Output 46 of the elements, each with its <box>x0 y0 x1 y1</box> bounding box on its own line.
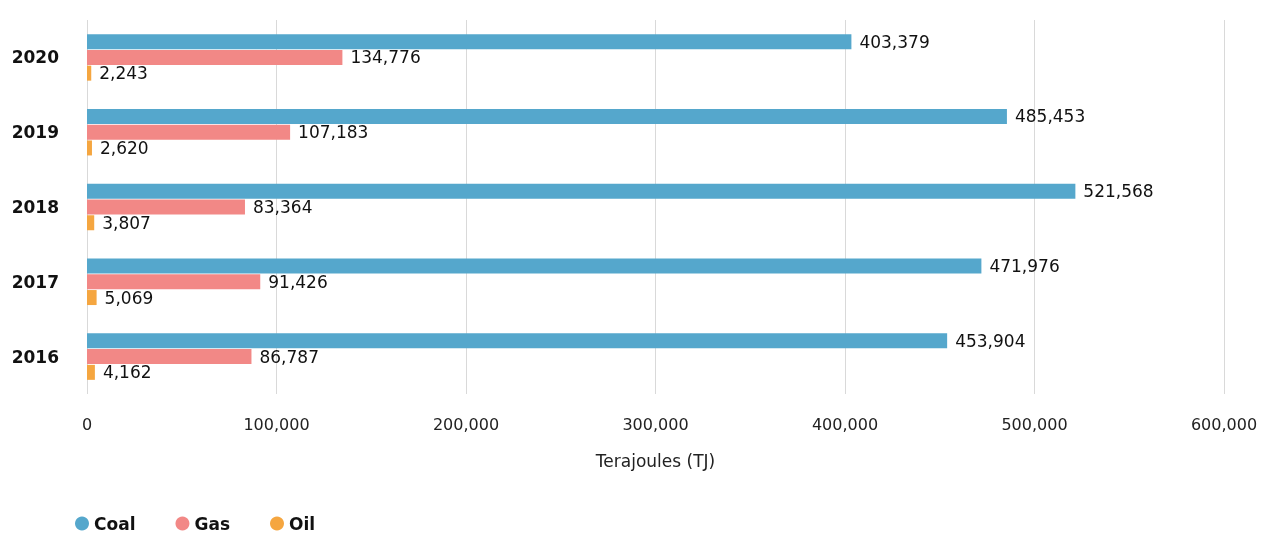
bar <box>87 65 92 81</box>
bar <box>87 215 95 231</box>
bar <box>87 364 95 380</box>
y-tick-label: 2020 <box>11 47 60 68</box>
y-tick-label: 2018 <box>11 197 59 217</box>
legend-label: Oil <box>289 513 316 534</box>
bar <box>87 140 92 156</box>
legend-label: Coal <box>94 513 136 534</box>
bar <box>87 199 245 215</box>
data-label: 107,183 <box>298 122 369 143</box>
bar <box>87 183 1076 199</box>
data-label: 2,243 <box>99 63 148 84</box>
data-label: 403,379 <box>859 31 930 52</box>
bar <box>87 274 261 290</box>
bar <box>87 108 1007 124</box>
data-label: 134,776 <box>350 47 421 68</box>
x-tick-label: 200,000 <box>432 414 500 434</box>
bar <box>87 333 948 349</box>
bar <box>87 34 852 50</box>
x-tick-label: 600,000 <box>1190 414 1258 434</box>
bar <box>87 290 97 306</box>
data-label: 453,904 <box>955 330 1026 351</box>
x-tick-label: 400,000 <box>811 414 879 434</box>
bar <box>87 124 291 140</box>
data-label: 91,426 <box>268 271 328 292</box>
data-label: 471,976 <box>989 256 1060 277</box>
x-tick-label: 0 <box>81 414 93 434</box>
data-label: 83,364 <box>252 197 313 217</box>
data-label: 86,787 <box>259 346 319 367</box>
data-label: 521,568 <box>1083 181 1154 202</box>
x-axis-title: Terajoules (TJ) <box>594 450 716 471</box>
bar <box>87 349 252 365</box>
x-tick-label: 300,000 <box>622 414 689 434</box>
x-tick-label: 500,000 <box>1001 414 1068 434</box>
y-tick-label: 2016 <box>11 346 59 367</box>
data-label: 3,807 <box>102 212 151 233</box>
bar <box>87 258 982 274</box>
legend-label: Gas <box>194 513 230 534</box>
bar <box>87 49 343 65</box>
y-tick-label: 2017 <box>11 271 59 292</box>
x-tick-label: 100,000 <box>243 414 310 434</box>
y-tick-label: 2019 <box>11 122 59 143</box>
data-label: 2,620 <box>99 137 149 158</box>
data-label: 485,453 <box>1014 106 1086 127</box>
data-label: 5,069 <box>104 287 154 308</box>
data-label: 4,162 <box>102 362 152 383</box>
